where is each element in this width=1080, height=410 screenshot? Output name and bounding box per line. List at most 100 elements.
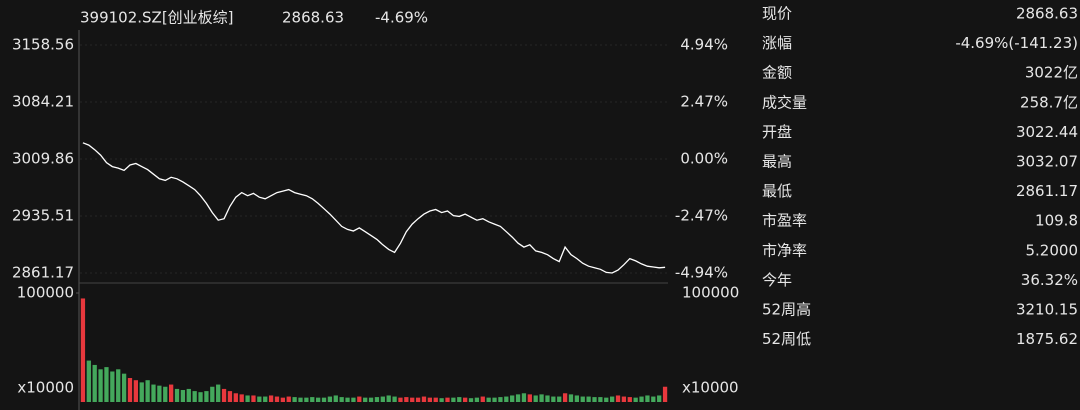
volume-bar: [463, 397, 468, 402]
volume-bar: [280, 397, 285, 402]
volume-bar: [169, 384, 174, 402]
unit-label: x10000: [17, 379, 74, 397]
volume-bar: [515, 394, 521, 402]
volume-bar: [451, 397, 456, 402]
volume-bar: [633, 397, 638, 402]
volume-bar: [486, 397, 491, 402]
field-value: 3210.15: [1016, 301, 1078, 319]
volume-bar: [321, 397, 327, 402]
volume-bar: [363, 397, 368, 402]
volume-bar: [510, 395, 515, 402]
volume-bar: [116, 369, 121, 402]
y-tick-label: 2861.17: [12, 264, 74, 282]
symbol: 399102.SZ[创业板综]: [80, 9, 234, 27]
field-value: 258.7亿: [1020, 93, 1078, 111]
volume-bar: [380, 396, 385, 402]
volume-bar: [521, 393, 527, 402]
volume-bar: [533, 395, 538, 402]
volume-bar: [433, 397, 438, 402]
volume-bar: [274, 396, 280, 402]
volume-bar: [557, 396, 562, 402]
y-tick-label: 100000: [17, 284, 74, 302]
volume-bar: [562, 393, 568, 402]
volume-bar: [345, 397, 350, 402]
volume-bar: [133, 380, 138, 402]
volume-bar: [386, 395, 391, 402]
volume-bar: [145, 380, 150, 402]
field-value: 2861.17: [1016, 182, 1078, 200]
volume-bar: [151, 384, 156, 402]
field-label: 涨幅: [762, 34, 792, 52]
field-label: 最高: [762, 153, 792, 171]
volume-bar: [263, 396, 268, 402]
volume-bar: [651, 396, 656, 402]
volume-bar: [233, 393, 238, 402]
volume-bar: [339, 397, 344, 402]
volume-bar: [480, 396, 485, 402]
volume-bar: [415, 397, 421, 402]
y-tick-label: 3158.56: [12, 36, 74, 54]
volume-bar: [192, 391, 197, 402]
volume-bar: [333, 395, 338, 402]
volume-bar: [98, 369, 103, 402]
volume-bar: [86, 360, 91, 402]
field-label: 金额: [762, 64, 792, 82]
volume-bar: [580, 396, 585, 402]
volume-bar: [610, 396, 615, 402]
volume-bar: [298, 397, 303, 402]
volume-bar: [351, 397, 356, 402]
volume-bar: [257, 396, 262, 402]
volume-bar: [139, 382, 144, 402]
volume-bar: [539, 394, 544, 402]
unit-label: x10000: [682, 379, 739, 397]
field-label: 市盈率: [762, 212, 807, 230]
volume-bar: [251, 395, 256, 402]
volume-bar: [592, 397, 597, 402]
volume-bar: [268, 395, 274, 402]
volume-bar: [404, 397, 409, 402]
volume-bar: [180, 390, 186, 402]
volume-bar: [327, 396, 333, 402]
field-label: 52周高: [762, 301, 811, 319]
field-label: 开盘: [762, 123, 792, 141]
field-label: 52周低: [762, 330, 811, 348]
y2-tick-label: 2.47%: [680, 93, 728, 111]
volume-bar: [127, 378, 133, 402]
field-value: 1875.62: [1016, 330, 1078, 348]
volume-bar: [316, 397, 321, 402]
volume-bar: [210, 386, 215, 402]
volume-bar: [374, 397, 380, 402]
volume-bar: [645, 395, 650, 402]
volume-bar: [439, 398, 444, 402]
volume-bar: [468, 398, 474, 402]
volume-bar: [292, 397, 297, 402]
volume-bar: [527, 394, 532, 402]
volume-bar: [157, 385, 162, 402]
volume-bar: [186, 388, 191, 402]
y2-tick-label: -4.94%: [675, 264, 728, 282]
volume-bar: [410, 397, 415, 402]
field-value: 2868.63: [1016, 5, 1078, 23]
field-label: 成交量: [762, 93, 807, 111]
y-tick-label: 2935.51: [12, 207, 74, 225]
y2-tick-label: 0.00%: [680, 150, 728, 168]
volume-bar: [662, 386, 668, 402]
volume-bar: [657, 395, 662, 402]
y2-tick-label: 4.94%: [680, 36, 728, 54]
volume-bar: [92, 364, 97, 402]
volume-bar: [604, 397, 609, 402]
field-value: 3032.07: [1016, 153, 1078, 171]
volume-bar: [504, 396, 509, 402]
y-tick-label: 3084.21: [12, 93, 74, 111]
volume-bar: [227, 391, 233, 402]
volume-bar: [421, 396, 427, 402]
field-value: 3022亿: [1025, 64, 1078, 82]
field-value: 5.2000: [1026, 241, 1079, 259]
volume-bar: [239, 394, 244, 402]
volume-bar: [174, 388, 180, 402]
volume-bar: [80, 298, 86, 402]
volume-bar: [615, 395, 621, 402]
